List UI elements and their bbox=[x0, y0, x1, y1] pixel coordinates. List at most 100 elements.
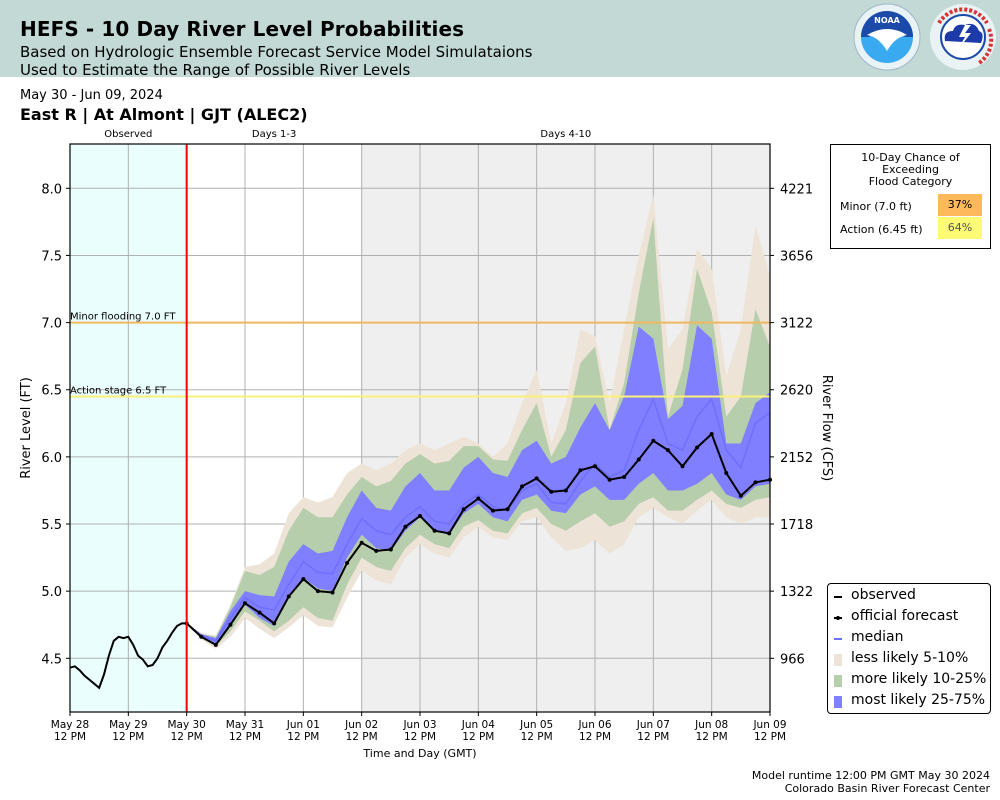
forecast-point bbox=[593, 464, 597, 469]
forecast-point bbox=[665, 448, 670, 453]
forecast-point bbox=[243, 601, 247, 606]
date-range: May 30 - Jun 09, 2024 bbox=[20, 88, 163, 103]
legend-item-observed: observed bbox=[828, 587, 988, 607]
forecast-point bbox=[695, 445, 700, 450]
flood-row-minor-value: 37% bbox=[938, 194, 982, 216]
x-tick-label: 12 PM bbox=[287, 731, 319, 743]
flood-category-box: 10-Day Chance of Exceeding Flood Categor… bbox=[830, 144, 991, 249]
y-axis-label: River Level (FT) bbox=[19, 377, 34, 479]
forecast-point bbox=[490, 508, 495, 513]
median-line-swatch bbox=[834, 638, 842, 640]
region-label: Observed bbox=[104, 129, 152, 140]
noaa-logo-icon: NOAA bbox=[853, 3, 921, 71]
forecast-point bbox=[549, 489, 554, 494]
legend-label: more likely 10-25% bbox=[851, 671, 987, 687]
forecast-point bbox=[534, 476, 539, 481]
median-line bbox=[186, 397, 771, 642]
flood-box-title: 10-Day Chance of Exceeding Flood Categor… bbox=[831, 152, 990, 188]
forecast-point bbox=[636, 457, 641, 462]
flood-box-title-line: Exceeding bbox=[882, 163, 939, 176]
forecast-point bbox=[228, 622, 233, 627]
forecast-point bbox=[345, 560, 350, 565]
less-likely-swatch bbox=[834, 654, 842, 666]
x-tick-label: Jun 08 bbox=[694, 719, 728, 731]
legend-item-median: median bbox=[828, 629, 988, 649]
y2-tick-label: 2620 bbox=[780, 384, 813, 399]
forecast-point bbox=[418, 513, 422, 518]
x-tick-label: 12 PM bbox=[754, 731, 786, 743]
x-tick-label: Jun 03 bbox=[402, 719, 436, 731]
x-tick-label: Jun 09 bbox=[752, 719, 786, 731]
threshold-label: Minor flooding 7.0 FT bbox=[70, 312, 176, 323]
probability-band bbox=[186, 217, 770, 647]
y-tick-label: 5.0 bbox=[41, 585, 62, 600]
probability-band bbox=[186, 325, 770, 644]
y2-tick-label: 3122 bbox=[780, 317, 813, 332]
legend-label: less likely 5-10% bbox=[851, 650, 969, 666]
forecast-center: Colorado Basin River Forecast Center bbox=[784, 782, 990, 795]
y-tick-label: 7.5 bbox=[41, 249, 62, 264]
x-axis-label: Time and Day (GMT) bbox=[362, 747, 476, 760]
forecast-point bbox=[301, 577, 306, 582]
flood-box-title-line: 10-Day Chance of bbox=[861, 151, 960, 164]
x-tick-label: Jun 01 bbox=[286, 719, 320, 731]
page-title: HEFS - 10 Day River Level Probabilities bbox=[20, 17, 465, 41]
forecast-point bbox=[476, 496, 481, 501]
legend-item-official-forecast: official forecast bbox=[828, 608, 988, 628]
y-tick-label: 7.0 bbox=[41, 317, 62, 332]
chart-legend: observed official forecast median less l… bbox=[827, 583, 991, 714]
forecast-point bbox=[738, 493, 743, 498]
x-tick-label: 12 PM bbox=[171, 731, 203, 743]
forecast-point bbox=[753, 480, 758, 485]
page-subtitle-line2: Used to Estimate the Range of Possible R… bbox=[20, 61, 411, 79]
legend-item-less-likely: less likely 5-10% bbox=[828, 650, 988, 670]
x-tick-label: Jun 04 bbox=[461, 719, 495, 731]
observed-line-swatch bbox=[834, 596, 842, 598]
y2-axis-label: River Flow (CFS) bbox=[819, 375, 834, 481]
forecast-point bbox=[651, 438, 656, 443]
forecast-marker-swatch bbox=[836, 616, 840, 620]
x-tick-label: 12 PM bbox=[521, 731, 553, 743]
y-tick-label: 6.0 bbox=[41, 451, 62, 466]
x-tick-label: 12 PM bbox=[462, 731, 494, 743]
x-tick-label: Jun 07 bbox=[636, 719, 670, 731]
x-tick-label: May 29 bbox=[109, 719, 147, 731]
flood-box-title-line: Flood Category bbox=[868, 175, 953, 188]
forecast-point bbox=[330, 590, 335, 595]
flood-row-action-value: 64% bbox=[938, 217, 982, 239]
forecast-point bbox=[447, 531, 452, 536]
forecast-point bbox=[432, 528, 437, 533]
forecast-point bbox=[359, 540, 364, 545]
forecast-point bbox=[315, 589, 320, 594]
nws-logo-icon bbox=[930, 4, 996, 70]
forecast-point bbox=[388, 547, 393, 552]
header-banner: HEFS - 10 Day River Level Probabilities … bbox=[0, 0, 1000, 79]
x-tick-label: 12 PM bbox=[579, 731, 611, 743]
x-tick-label: May 28 bbox=[51, 719, 89, 731]
x-tick-label: May 31 bbox=[226, 719, 264, 731]
y2-tick-label: 1322 bbox=[780, 585, 813, 600]
forecast-point bbox=[286, 594, 291, 599]
page-subtitle-line1: Based on Hydrologic Ensemble Forecast Se… bbox=[20, 43, 533, 61]
forecast-point bbox=[505, 507, 510, 512]
legend-item-most-likely: most likely 25-75% bbox=[828, 692, 988, 712]
legend-label: most likely 25-75% bbox=[851, 692, 986, 708]
x-tick-label: Jun 02 bbox=[344, 719, 378, 731]
forecast-point bbox=[257, 610, 262, 615]
forecast-point bbox=[563, 488, 568, 493]
y-tick-label: 8.0 bbox=[41, 182, 62, 197]
flood-row-action-label: Action (6.45 ft) bbox=[840, 223, 923, 236]
forecast-point bbox=[374, 548, 379, 553]
legend-label: observed bbox=[851, 587, 916, 603]
model-runtime: Model runtime 12:00 PM GMT May 30 2024 bbox=[751, 769, 990, 782]
more-likely-swatch bbox=[834, 675, 842, 687]
x-tick-label: 12 PM bbox=[637, 731, 669, 743]
region-label: Days 4-10 bbox=[540, 129, 591, 140]
x-tick-label: 12 PM bbox=[54, 731, 86, 743]
forecast-point bbox=[461, 507, 466, 512]
y2-tick-label: 3656 bbox=[780, 249, 813, 264]
x-tick-label: Jun 06 bbox=[577, 719, 611, 731]
forecast-point bbox=[403, 524, 408, 529]
forecast-point bbox=[622, 475, 627, 480]
